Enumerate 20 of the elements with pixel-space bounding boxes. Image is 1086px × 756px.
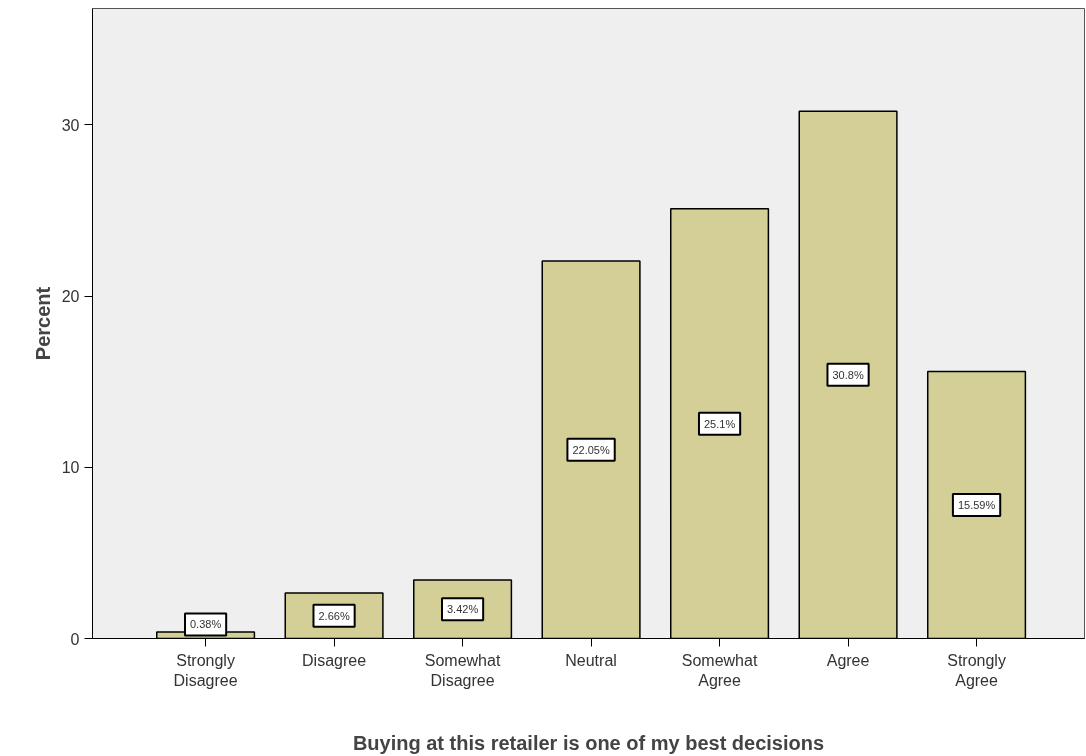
y-tick-label: 30 xyxy=(61,116,80,134)
x-tick-label: Disagree xyxy=(302,651,367,669)
x-tick-label: Somewhat Agree xyxy=(681,651,758,689)
data-label: 0.38% xyxy=(189,618,222,631)
y-axis-title: Percent xyxy=(31,286,54,361)
data-label: 25.1% xyxy=(703,417,736,430)
y-tick-label: 20 xyxy=(61,288,80,306)
x-tick-label: Somewhat Disagree xyxy=(424,651,501,689)
data-label: 15.59% xyxy=(957,499,996,512)
data-label: 22.05% xyxy=(572,443,610,456)
data-label: 3.42% xyxy=(446,603,479,616)
x-tick-label: Strongly Disagree xyxy=(173,651,238,689)
x-tick-label: Agree xyxy=(826,651,870,669)
x-tick-label: Strongly Agree xyxy=(947,651,1006,689)
data-label: 30.8% xyxy=(832,368,864,381)
data-label: 2.66% xyxy=(318,609,350,622)
y-tick-label: 0 xyxy=(70,630,80,648)
x-axis-title: Buying at this retailer is one of my best decisions xyxy=(352,731,825,754)
y-tick-label: 10 xyxy=(61,459,80,477)
x-tick-label: Neutral xyxy=(565,651,617,669)
